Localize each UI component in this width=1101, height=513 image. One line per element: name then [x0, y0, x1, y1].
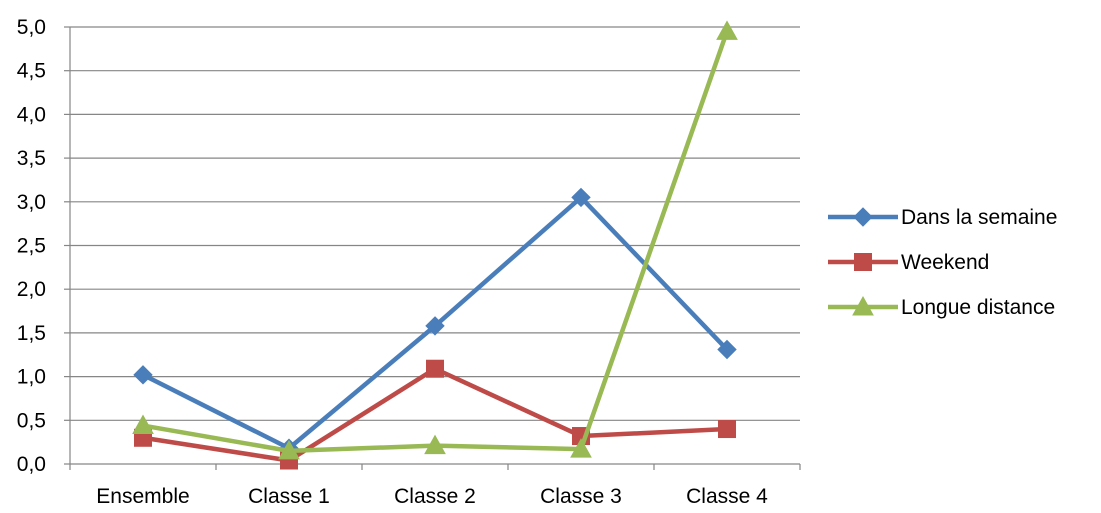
data-point [278, 439, 300, 460]
y-tick-label: 5,0 [17, 16, 46, 39]
y-tick-label: 1,0 [17, 366, 46, 389]
legend-item: Dans la semaine [828, 206, 1057, 229]
series-0 [133, 187, 737, 458]
data-point [718, 420, 736, 439]
series-line [140, 29, 730, 454]
x-tick-label: Classe 2 [394, 485, 476, 508]
y-tick-label: 2,0 [17, 278, 46, 301]
x-tick-label: Classe 4 [686, 485, 768, 508]
y-tick-label: 3,5 [17, 147, 46, 170]
legend-label: Weekend [901, 251, 989, 274]
legend-label: Dans la semaine [901, 206, 1057, 229]
y-tick-label: 0,5 [17, 409, 46, 432]
legend-item: Longue distance [828, 295, 1055, 319]
data-point [716, 20, 738, 40]
data-point [717, 339, 737, 360]
legend-item: Weekend [828, 251, 989, 274]
data-point [570, 438, 592, 458]
x-tick-label: Classe 1 [248, 485, 330, 508]
series-lines [132, 20, 738, 470]
legend-label: Longue distance [901, 296, 1055, 319]
data-point [425, 316, 445, 336]
legend-marker [853, 207, 873, 227]
x-tick-label: Classe 3 [540, 485, 622, 508]
data-point [571, 187, 591, 208]
data-point [424, 434, 446, 455]
y-tick-label: 4,5 [17, 60, 46, 83]
gridlines [70, 26, 800, 421]
y-tick-label: 2,5 [17, 235, 46, 258]
legend: Dans la semaine Weekend Longue distance [828, 206, 1057, 319]
data-point [132, 414, 154, 435]
y-tick-label: 4,0 [17, 103, 46, 126]
y-tick-label: 3,0 [17, 191, 46, 214]
series-2 [132, 20, 738, 460]
legend-marker [852, 295, 874, 316]
x-tick-label: Ensemble [96, 485, 189, 508]
data-point [426, 359, 444, 378]
data-point [133, 365, 153, 385]
y-tick-label: 0,0 [17, 453, 46, 476]
legend-marker [854, 253, 872, 271]
axes: 0,0 0,5 1,0 1,5 2,0 2,5 3,0 3,5 4,0 4,5 5,0 Ensembl… [17, 16, 801, 508]
y-tick-label: 1,5 [17, 322, 46, 345]
